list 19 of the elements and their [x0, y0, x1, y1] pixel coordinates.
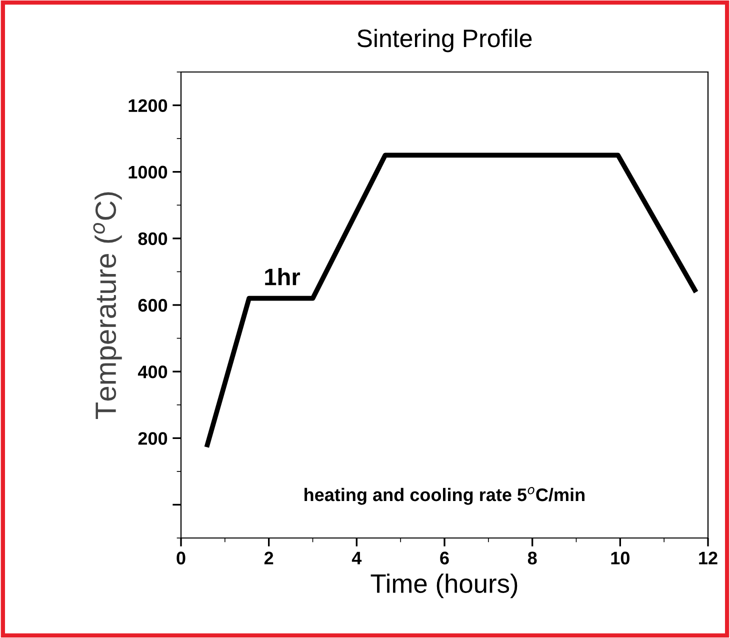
x-axis-title: Time (hours) — [370, 574, 518, 598]
x-tick-label: 2 — [264, 552, 274, 564]
x-tick-label: 12 — [699, 552, 718, 564]
annotation: 1hr — [265, 268, 300, 286]
y-tick-label: 800 — [138, 232, 168, 246]
x-tick-label: 6 — [440, 552, 449, 564]
y-tick-label: 1200 — [128, 99, 168, 112]
y-tick-label: 600 — [138, 298, 168, 312]
annotation: heating and cooling rate 5$^{o}$C/min — [304, 487, 584, 505]
x-tick-label: 8 — [528, 552, 537, 564]
y-tick-label: 1000 — [128, 166, 168, 179]
y-tick-label: 200 — [138, 432, 168, 445]
x-tick-label: 10 — [611, 552, 630, 564]
line-series — [204, 152, 698, 448]
y-axis-title: Temperature ($^{o}$C) — [93, 192, 122, 419]
chart-title: Sintering Profile — [357, 28, 532, 52]
x-tick-label: 0 — [176, 552, 186, 564]
y-tick-label: 400 — [138, 366, 168, 378]
x-tick-label: 4 — [352, 552, 362, 564]
